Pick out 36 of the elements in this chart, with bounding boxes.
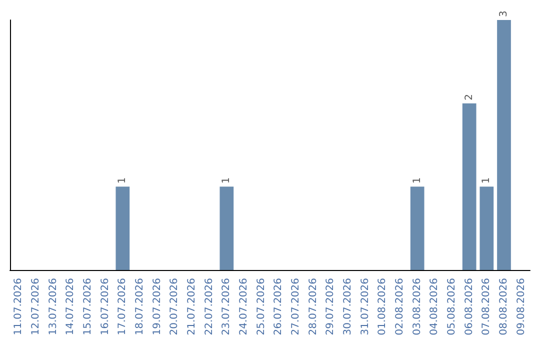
x-tick-label: 06.08.2026 [464, 278, 475, 336]
x-tick-label: 16.07.2026 [100, 278, 111, 336]
x-tick-label: 18.07.2026 [134, 278, 146, 336]
data-label: 1 [117, 177, 128, 184]
x-tick-label: 02.08.2026 [394, 278, 406, 336]
x-tick-label: 27.07.2026 [290, 278, 302, 336]
x-tick-label: 03.08.2026 [412, 278, 423, 336]
data-label: 3 [498, 10, 510, 17]
data-label: 1 [412, 177, 423, 184]
x-tick-label: 13.07.2026 [48, 278, 59, 336]
x-tick-label: 22.07.2026 [204, 278, 215, 336]
data-label: 1 [481, 177, 492, 184]
x-tick-label: 09.08.2026 [516, 278, 527, 336]
x-tick-label: 11.07.2026 [13, 278, 24, 336]
x-tick-label: 08.08.2026 [498, 278, 510, 336]
x-tick-label: 25.07.2026 [256, 278, 267, 336]
x-tick-label: 30.07.2026 [342, 278, 354, 336]
x-tick-label: 15.07.2026 [82, 278, 94, 336]
x-tick-label: 04.08.2026 [429, 278, 440, 336]
x-tick-label: 29.07.2026 [325, 278, 336, 336]
data-label: 1 [221, 177, 232, 184]
x-tick-label: 01.08.2026 [377, 278, 388, 336]
x-tick-label: 20.07.2026 [169, 278, 180, 336]
x-tick-label: 24.07.2026 [238, 278, 250, 336]
x-tick-label: 23.07.2026 [221, 278, 232, 336]
x-tick-label: 28.07.2026 [308, 278, 319, 336]
x-tick-label: 26.07.2026 [273, 278, 284, 336]
x-tick-label: 14.07.2026 [65, 278, 76, 336]
x-tick-label: 31.07.2026 [360, 278, 371, 336]
data-label: 2 [464, 94, 475, 100]
x-tick-label: 17.07.2026 [117, 278, 128, 336]
x-tick-label: 07.08.2026 [481, 278, 492, 336]
x-tick-label: 19.07.2026 [152, 278, 163, 336]
x-tick-label: 05.08.2026 [446, 278, 458, 336]
x-tick-label: 12.07.2026 [30, 278, 42, 336]
x-tick-label: 21.07.2026 [186, 278, 198, 336]
